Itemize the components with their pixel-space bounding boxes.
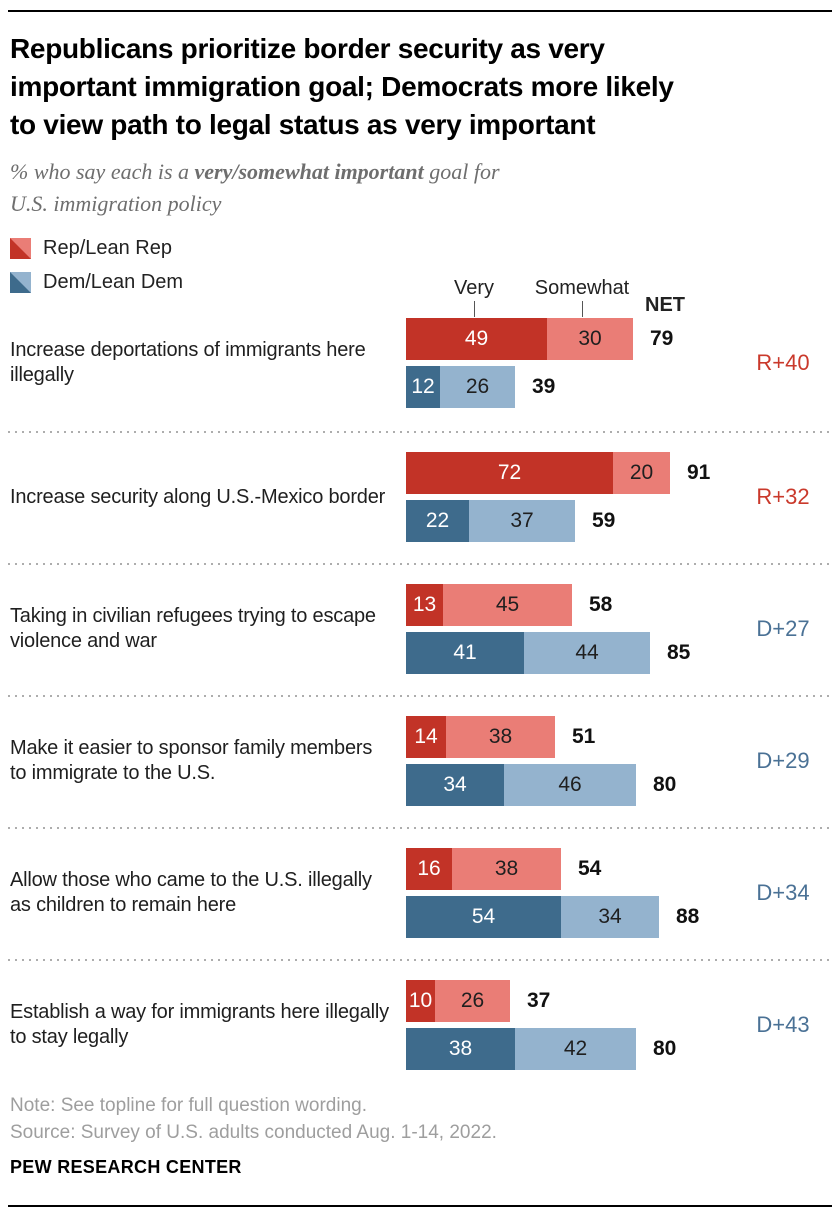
chart-notes: Note: See topline for full question word… (10, 1092, 710, 1146)
source-line: Source: Survey of U.S. adults conducted … (10, 1122, 497, 1143)
party-diff-label: R+32 (756, 484, 810, 509)
dem-net-value: 80 (653, 1037, 677, 1060)
rep-somewhat-segment: 38 (452, 848, 561, 890)
chart-subtitle: % who say each is a very/somewhat import… (10, 156, 710, 220)
row-label: Increase security along U.S.-Mexico bord… (10, 485, 386, 508)
dem-very-segment: 12 (406, 366, 440, 408)
chart-title: Republicans prioritize border security a… (10, 30, 800, 144)
rep-bar: 13 45 58 (406, 584, 612, 626)
top-rule (8, 10, 832, 12)
dem-somewhat-segment: 26 (440, 366, 515, 408)
row-label: Increase deportations of immigrants here… (10, 339, 366, 386)
rep-somewhat-segment: 20 (613, 452, 670, 494)
rep-bar: 14 38 51 (406, 716, 595, 758)
rep-net-value: 91 (687, 461, 711, 484)
title-line-3: to view path to legal status as very imp… (10, 109, 596, 140)
dem-bar: 34 46 80 (406, 764, 676, 806)
legend-item-rep: Rep/Lean Rep (10, 237, 172, 260)
party-diff-label: R+40 (756, 350, 810, 375)
dem-net-value: 85 (667, 641, 691, 664)
rep-very-segment: 10 (406, 980, 435, 1022)
rep-somewhat-segment: 30 (547, 318, 633, 360)
title-line-2: important immigration goal; Democrats mo… (10, 71, 674, 102)
rep-net-value: 37 (527, 989, 551, 1012)
subtitle-bold: very/somewhat important (194, 159, 424, 184)
legend-rep-label: Rep/Lean Rep (43, 237, 172, 259)
row-separator (8, 563, 832, 565)
dem-net-value: 59 (592, 509, 616, 532)
rep-very-segment: 16 (406, 848, 452, 890)
row-label: Allow those who came to the U.S. illegal… (10, 869, 372, 916)
subtitle-post: goal for (423, 159, 500, 184)
bottom-rule (8, 1205, 832, 1207)
rep-net-value: 58 (589, 593, 613, 616)
dem-very-segment: 38 (406, 1028, 515, 1070)
row-separator (8, 827, 832, 829)
somewhat-tick-line (582, 301, 583, 317)
rep-somewhat-segment: 38 (446, 716, 555, 758)
rep-bar: 49 30 79 (406, 318, 673, 360)
row-separator (8, 431, 832, 433)
rep-very-segment: 13 (406, 584, 443, 626)
dem-swatch-icon (10, 272, 31, 293)
dem-net-value: 39 (532, 375, 556, 398)
rep-very-segment: 72 (406, 452, 613, 494)
dem-somewhat-segment: 34 (561, 896, 659, 938)
rep-bar: 16 38 54 (406, 848, 601, 890)
dem-net-value: 88 (676, 905, 700, 928)
legend-item-dem: Dem/Lean Dem (10, 271, 183, 294)
party-diff-label: D+27 (756, 616, 810, 641)
rep-somewhat-segment: 45 (443, 584, 572, 626)
rep-net-value: 51 (572, 725, 596, 748)
row-label: Establish a way for immigrants here ille… (10, 1001, 389, 1048)
rep-very-segment: 14 (406, 716, 446, 758)
subtitle-line2: U.S. immigration policy (10, 191, 222, 216)
dem-very-segment: 34 (406, 764, 504, 806)
rep-net-value: 79 (650, 327, 674, 350)
dem-somewhat-segment: 46 (504, 764, 636, 806)
rep-swatch-icon (10, 238, 31, 259)
row-separator (8, 959, 832, 961)
dem-bar: 41 44 85 (406, 632, 690, 674)
row-label: Make it easier to sponsor family members… (10, 737, 373, 784)
dem-bar: 38 42 80 (406, 1028, 676, 1070)
pew-research-center-wordmark: PEW RESEARCH CENTER (10, 1157, 242, 1177)
party-diff-label: D+34 (756, 880, 810, 905)
dem-somewhat-segment: 44 (524, 632, 650, 674)
title-line-1: Republicans prioritize border security a… (10, 33, 605, 64)
rep-bar: 10 26 37 (406, 980, 550, 1022)
note-line: Note: See topline for full question word… (10, 1095, 367, 1116)
column-header-very: Very (453, 277, 495, 299)
row-separator (8, 695, 832, 697)
dem-very-segment: 54 (406, 896, 561, 938)
dem-very-segment: 22 (406, 500, 469, 542)
dem-bar: 22 37 59 (406, 500, 615, 542)
rep-somewhat-segment: 26 (435, 980, 510, 1022)
dem-net-value: 80 (653, 773, 677, 796)
legend-dem-label: Dem/Lean Dem (43, 271, 184, 293)
rep-bar: 72 20 91 (406, 452, 710, 494)
subtitle-pre: % who say each is a (10, 159, 195, 184)
very-tick-line (474, 301, 475, 317)
column-header-net: NET (645, 294, 685, 316)
column-header-somewhat: Somewhat (534, 277, 630, 299)
dem-bar: 54 34 88 (406, 896, 699, 938)
row-label: Taking in civilian refugees trying to es… (10, 605, 376, 652)
rep-very-segment: 49 (406, 318, 547, 360)
party-diff-label: D+29 (756, 748, 810, 773)
dem-bar: 12 26 39 (406, 366, 555, 408)
dem-somewhat-segment: 42 (515, 1028, 636, 1070)
rep-net-value: 54 (578, 857, 602, 880)
dem-very-segment: 41 (406, 632, 524, 674)
party-diff-label: D+43 (756, 1012, 810, 1037)
dem-somewhat-segment: 37 (469, 500, 575, 542)
